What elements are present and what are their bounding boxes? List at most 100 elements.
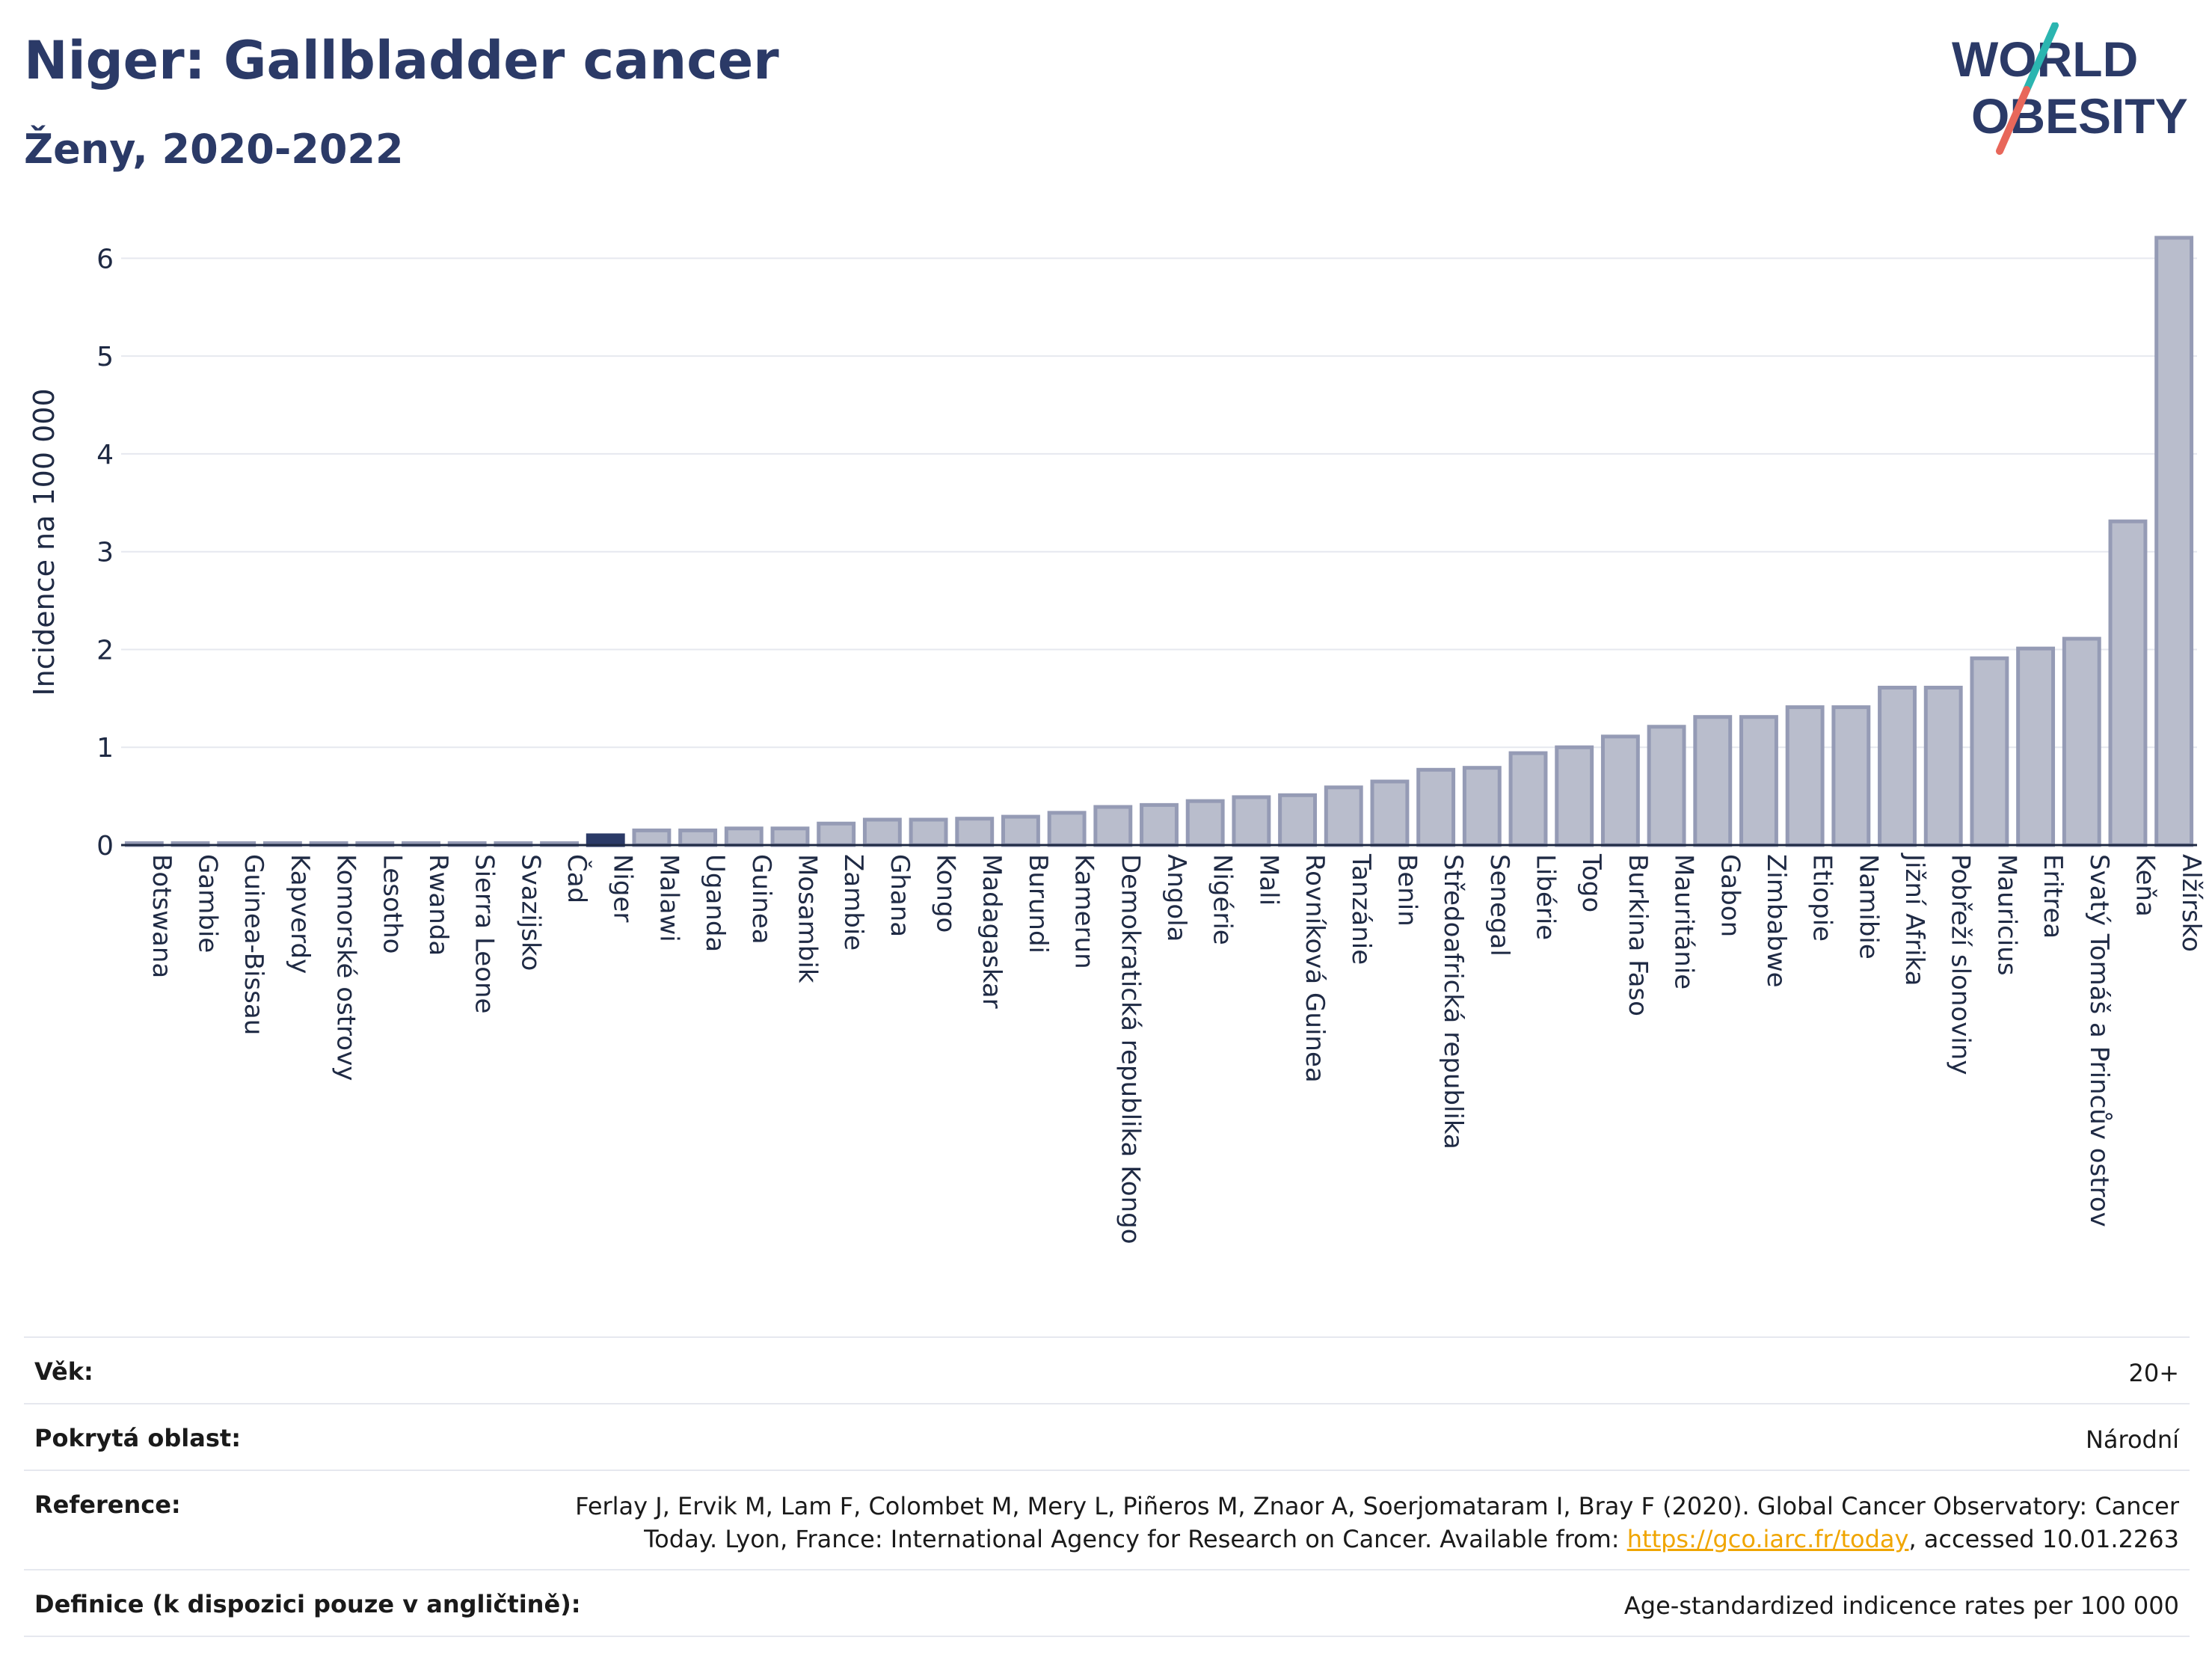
- bar-mosambik: [770, 826, 810, 847]
- x-tick-label: Madagaskar: [977, 854, 1007, 1009]
- bar-zimbabwe: [1739, 715, 1778, 847]
- definition-value: Age-standardized indicence rates per 100…: [1623, 1591, 2179, 1620]
- x-tick-label: Pobřeží slonoviny: [1946, 854, 1976, 1075]
- x-tick-label: Eritrea: [2038, 854, 2068, 939]
- reference-text-2: , accessed 10.01.2263: [1908, 1524, 2179, 1553]
- bar-niger: [586, 833, 625, 847]
- info-row-area: Pokrytá oblast: Národní: [24, 1403, 2190, 1470]
- reference-value: Ferlay J, Ervik M, Lam F, Colombet M, Me…: [534, 1490, 2179, 1555]
- x-tick-label: Středoafrická republika: [1438, 854, 1468, 1149]
- logo-slash-red: [1996, 86, 2030, 155]
- x-tick-label: Gabon: [1715, 854, 1745, 937]
- x-tick-label: Čad: [562, 854, 592, 903]
- bar-eritrea: [2016, 646, 2056, 847]
- x-tick-label: Gambie: [193, 854, 223, 953]
- bar-gabon: [1693, 715, 1733, 847]
- bar-kongo: [909, 817, 948, 847]
- x-tick-label: Alžírsko: [2176, 854, 2206, 952]
- bar-mauritánie: [1647, 725, 1686, 847]
- x-tick-label: Zimbabwe: [1761, 854, 1791, 988]
- x-tick-label: Mauricius: [1991, 854, 2021, 976]
- bar-benin: [1370, 779, 1410, 847]
- bars: [124, 236, 2194, 847]
- bar-kamerun: [1047, 811, 1087, 847]
- bar-zambie: [817, 821, 856, 847]
- bar-demokratická-republika-kongo: [1093, 805, 1133, 847]
- x-tick-label: Niger: [608, 854, 638, 922]
- bar-alžírsko: [2154, 236, 2194, 847]
- x-tick-label: Kapverdy: [285, 854, 315, 974]
- x-tick-label: Senegal: [1484, 854, 1514, 957]
- reference-label: Reference:: [34, 1490, 181, 1520]
- bar-libérie: [1508, 751, 1548, 847]
- x-tick-label: Etiopie: [1807, 854, 1837, 942]
- x-tick-label: Kongo: [931, 854, 961, 933]
- x-tick-label: Zambie: [838, 854, 868, 951]
- y-tick-label: 1: [96, 733, 114, 764]
- bar-burkina-faso: [1600, 734, 1640, 847]
- x-tick-label: Libérie: [1531, 854, 1561, 940]
- bar-namibie: [1831, 705, 1871, 847]
- bar-středoafrická-republika: [1416, 767, 1456, 847]
- y-axis-title: Incidence na 100 000: [28, 388, 61, 696]
- x-tick-label: Tanzánie: [1346, 853, 1376, 965]
- bar-nigérie: [1185, 799, 1225, 847]
- x-tick-label: Sierra Leone: [470, 854, 500, 1013]
- definition-label: Definice (k dispozici pouze v angličtině…: [34, 1589, 581, 1618]
- area-label: Pokrytá oblast:: [34, 1424, 241, 1453]
- bar-svatý-tomáš-a-princův-ostrov: [2062, 636, 2101, 847]
- x-tick-label: Svazijsko: [515, 854, 545, 971]
- bar-togo: [1555, 745, 1594, 847]
- reference-link[interactable]: https://gco.iarc.fr/today: [1626, 1524, 1909, 1553]
- info-row-definition: Definice (k dispozici pouze v angličtině…: [24, 1568, 2190, 1637]
- bar-madagaskar: [955, 817, 995, 847]
- chart-subtitle: Ženy, 2020-2022: [24, 126, 404, 173]
- x-tick-label: Angola: [1161, 854, 1191, 942]
- x-tick-label: Guinea-Bissau: [239, 854, 268, 1035]
- world-obesity-logo: WORLD OBESITY: [1952, 22, 2188, 155]
- bar-pobřeží-slonoviny: [1923, 685, 1963, 847]
- bar-malawi: [632, 828, 672, 847]
- y-tick-label: 4: [96, 440, 114, 470]
- bar-mali: [1232, 795, 1271, 847]
- x-tick-label: Nigérie: [1208, 854, 1238, 945]
- bar-chart: 0 1 2 3 4 5 6 Botswana Gambie Guinea-Bissau Kapve…: [28, 236, 2206, 1244]
- x-tick-label: Jižní Afrika: [1899, 853, 1929, 986]
- bar-etiopie: [1785, 705, 1825, 847]
- x-tick-label: Guinea: [746, 854, 776, 945]
- logo-slash-teal: [2023, 22, 2059, 93]
- bar-burundi: [1001, 814, 1040, 847]
- x-axis-labels: Botswana Gambie Guinea-Bissau Kapverdy Komor…: [147, 853, 2206, 1244]
- x-tick-label: Mauritánie: [1669, 854, 1699, 989]
- x-tick-label: Kamerun: [1069, 854, 1099, 969]
- x-tick-label: Burundi: [1023, 854, 1053, 954]
- bar-angola: [1140, 802, 1179, 847]
- bar-tanzánie: [1324, 785, 1363, 847]
- x-tick-label: Mosambik: [792, 854, 822, 983]
- y-tick-label: 6: [96, 244, 114, 274]
- bar-guinea: [724, 826, 764, 847]
- x-tick-label: Rwanda: [423, 854, 453, 956]
- x-tick-label: Lesotho: [377, 854, 407, 954]
- reference-text-1: Ferlay J, Ervik M, Lam F, Colombet M, Me…: [575, 1492, 2179, 1553]
- bar-mauricius: [1970, 656, 2009, 847]
- y-tick-label: 3: [96, 538, 114, 568]
- x-tick-label: Uganda: [700, 854, 730, 952]
- x-tick-label: Mali: [1253, 854, 1283, 906]
- area-value: Národní: [2085, 1425, 2179, 1455]
- x-tick-label: Svatý Tomáš a Princův ostrov: [2084, 854, 2114, 1227]
- x-tick-label: Togo: [1576, 853, 1606, 912]
- y-tick-label: 5: [96, 342, 114, 372]
- x-tick-label: Malawi: [654, 854, 683, 942]
- bar-senegal: [1462, 766, 1502, 847]
- x-tick-label: Komorské ostrovy: [331, 854, 361, 1081]
- age-value: 20+: [2128, 1359, 2179, 1387]
- age-label: Věk:: [34, 1357, 93, 1386]
- bar-uganda: [678, 828, 718, 847]
- info-row-age: Věk: 20+: [24, 1336, 2190, 1403]
- x-tick-label: Keňa: [2130, 854, 2160, 917]
- x-tick-label: Burkina Faso: [1623, 854, 1653, 1016]
- info-table: Věk: 20+ Pokrytá oblast: Národní Referen…: [24, 1336, 2190, 1637]
- bar-jižní-afrika: [1878, 685, 1917, 847]
- y-tick-label: 2: [96, 635, 114, 666]
